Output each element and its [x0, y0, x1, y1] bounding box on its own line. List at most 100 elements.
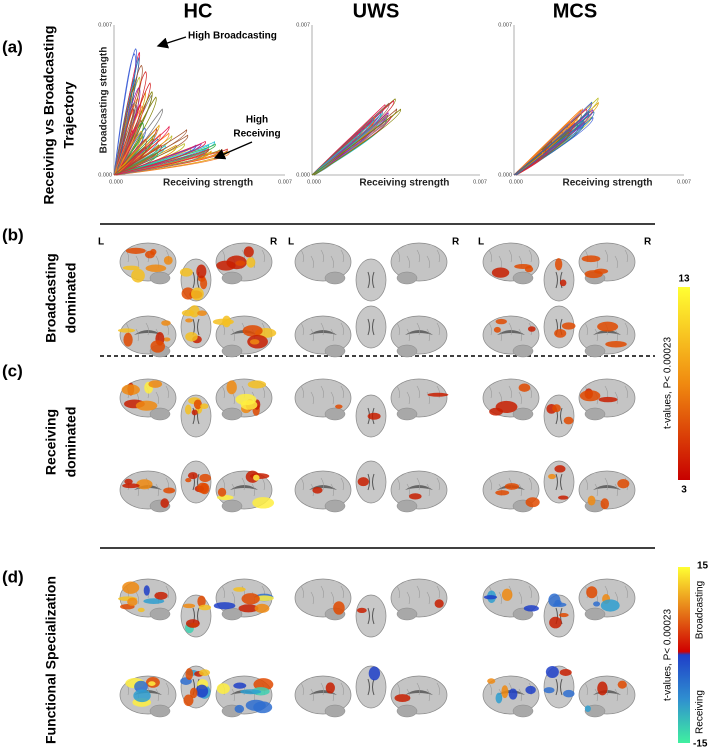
activation-blob — [483, 595, 498, 600]
sulcus — [231, 591, 235, 605]
brain-view — [390, 470, 448, 513]
activation-blob — [495, 692, 503, 704]
activation-blob — [163, 256, 173, 265]
sulcus — [310, 688, 314, 702]
panel-label: (a) — [2, 37, 23, 56]
brain-view — [119, 378, 177, 421]
trajectory — [311, 112, 382, 176]
cerebellum — [396, 271, 418, 285]
brain-view — [355, 258, 387, 302]
activation-blob — [558, 495, 569, 500]
trajectory — [113, 150, 228, 176]
brain-view — [390, 675, 448, 718]
brain-view — [482, 578, 540, 621]
activation-blob — [487, 678, 496, 684]
brain-view — [215, 675, 274, 718]
corpus-callosum — [309, 330, 337, 335]
trajectory — [113, 144, 162, 176]
colorbar-min: -15 — [693, 739, 708, 750]
activation-blob — [249, 473, 270, 479]
trajectory — [113, 122, 144, 176]
activation-blob — [559, 669, 572, 676]
cerebellum — [149, 704, 171, 718]
activation-blob — [249, 339, 260, 345]
activation-blob — [489, 407, 504, 416]
activation-blob — [226, 380, 237, 395]
row-title: dominated — [63, 263, 79, 334]
trajectory — [311, 102, 390, 176]
sulcus — [594, 328, 598, 342]
activation-blob — [185, 668, 194, 680]
trajectory — [113, 140, 206, 176]
brain-view — [578, 378, 636, 421]
sulcus — [584, 682, 588, 696]
activation-blob — [123, 332, 133, 347]
brain-view — [119, 675, 177, 718]
activation-blob — [200, 403, 209, 409]
activation-blob — [495, 318, 508, 325]
column-header: HC — [184, 0, 213, 22]
sulcus — [518, 688, 522, 702]
sulcus — [320, 385, 324, 399]
activation-blob — [501, 588, 513, 601]
sulcus — [396, 682, 400, 696]
activation-blob — [240, 689, 262, 695]
trajectory — [513, 120, 571, 176]
activation-blob — [234, 704, 245, 713]
sulcus — [436, 477, 440, 491]
activation-blob — [617, 680, 627, 689]
sulcus — [498, 255, 502, 269]
activation-blob — [124, 478, 133, 485]
activation-blob — [191, 409, 198, 416]
sulcus — [436, 385, 440, 399]
activation-blob — [594, 268, 609, 274]
activation-blob — [135, 400, 158, 411]
activation-blob — [122, 265, 140, 271]
sulcus — [488, 477, 492, 491]
brain-view — [578, 315, 636, 358]
row-title: Trajectory — [61, 81, 77, 148]
brain-view — [294, 470, 352, 513]
brain — [355, 594, 387, 638]
activation-blob — [525, 497, 540, 508]
activation-blob — [253, 474, 260, 481]
sulcus — [155, 688, 159, 702]
activation-blob — [491, 267, 510, 278]
tick-label: 0.007 — [278, 179, 292, 185]
activation-blob — [122, 581, 140, 594]
sulcus — [310, 255, 314, 269]
sulcus — [406, 391, 410, 405]
trajectory — [113, 151, 205, 176]
cerebellum — [396, 704, 418, 718]
sulcus — [300, 477, 304, 491]
sulcus — [231, 483, 235, 497]
annotation: High — [246, 115, 268, 126]
trajectory — [513, 113, 582, 176]
activation-blob — [199, 473, 211, 483]
activation-blob — [137, 607, 145, 613]
activation-blob — [597, 321, 619, 332]
brain — [543, 394, 575, 438]
activation-blob — [561, 322, 576, 330]
sulcus — [300, 385, 304, 399]
activation-blob — [247, 380, 267, 389]
activation-blob — [552, 404, 561, 413]
sulcus — [135, 328, 139, 342]
corpus-callosum — [593, 485, 621, 490]
trajectory-plot: Receiving strength 0.000 0.007 0.000 0.007 — [498, 22, 691, 188]
activation-blob — [409, 493, 422, 500]
brain-view — [578, 242, 636, 285]
activation-blob — [182, 603, 196, 609]
brain-view — [215, 242, 273, 285]
activation-blob — [185, 478, 192, 483]
activation-blob — [148, 681, 156, 687]
hemisphere-label: L — [288, 237, 294, 248]
sulcus — [340, 477, 344, 491]
sulcus — [300, 682, 304, 696]
hemisphere-label: R — [644, 237, 652, 248]
activation-blob — [184, 404, 192, 415]
hemisphere-label: R — [270, 237, 278, 248]
sulcus — [165, 385, 169, 399]
brain-view — [117, 315, 177, 358]
sulcus — [396, 322, 400, 336]
